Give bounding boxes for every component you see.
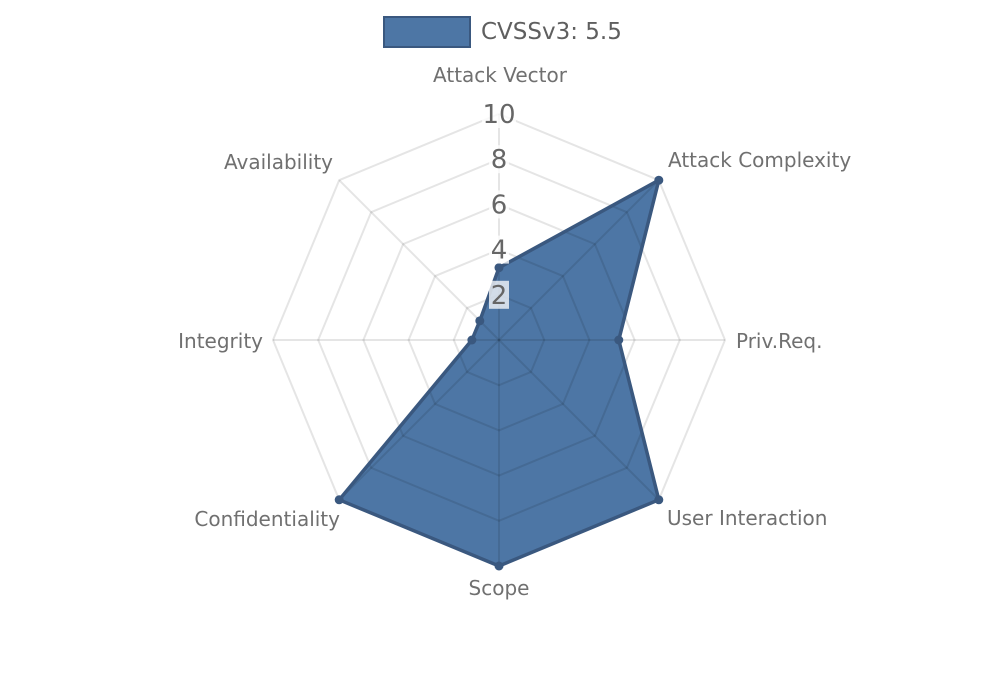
tick-label-10: 10: [482, 100, 515, 130]
tick-backdrop-8: [489, 145, 509, 174]
axis-label-scope: Scope: [469, 576, 530, 600]
tick-label-6: 6: [491, 190, 508, 220]
data-point-attack-complexity[interactable]: [654, 175, 664, 185]
axis-line-user-interaction: [498, 339, 660, 501]
tick-backdrop-2: [489, 280, 509, 309]
data-point-integrity[interactable]: [467, 335, 477, 345]
axis-label-attack-vector: Attack Vector: [433, 63, 568, 87]
series-layer: [339, 180, 659, 567]
axis-label-availability: Availability: [224, 150, 333, 174]
legend-item[interactable]: CVSSv3: 5.5: [383, 16, 622, 48]
axis-label-user-interaction: User Interaction: [667, 506, 827, 530]
data-point-confidentiality[interactable]: [334, 495, 344, 505]
tick-label-4: 4: [491, 236, 508, 266]
tick-backdrop-10: [482, 100, 516, 128]
legend-label: CVSSv3: 5.5: [481, 19, 622, 45]
data-point-availability[interactable]: [475, 316, 485, 326]
axis-label-integrity: Integrity: [178, 329, 263, 353]
tick-label-2: 2: [491, 281, 508, 311]
grid-ring-2: [452, 293, 546, 387]
data-point-attack-vector[interactable]: [494, 263, 504, 273]
tick-label-8: 8: [491, 145, 508, 175]
data-point-scope[interactable]: [494, 561, 504, 571]
tick-backdrop-6: [489, 190, 509, 219]
data-point-priv-req[interactable]: [614, 335, 624, 345]
tick-labels-layer: 2 4 6 8 10: [482, 100, 516, 311]
legend-color-box: [383, 16, 471, 48]
axis-label-confidentiality: Confidentiality: [194, 507, 340, 531]
series-outline-layer: [334, 175, 664, 571]
data-point-user-interaction[interactable]: [654, 495, 664, 505]
series-fill-cvssv3-5-5: [339, 180, 659, 567]
grid-ring-4: [407, 248, 591, 432]
axis-line-confidentiality: [338, 339, 500, 501]
axis-label-priv-req: Priv.Req.: [736, 329, 822, 353]
grid-ring-8: [317, 158, 681, 522]
grid-ring-6: [362, 203, 636, 477]
axis-labels-layer: Attack Vector Attack Complexity Priv.Req. U…: [178, 63, 851, 600]
axis-line-availability: [338, 179, 500, 341]
axis-line-attack-complexity: [498, 179, 660, 341]
axis-label-attack-complexity: Attack Complexity: [668, 148, 851, 172]
tick-backdrop-4: [489, 235, 509, 264]
